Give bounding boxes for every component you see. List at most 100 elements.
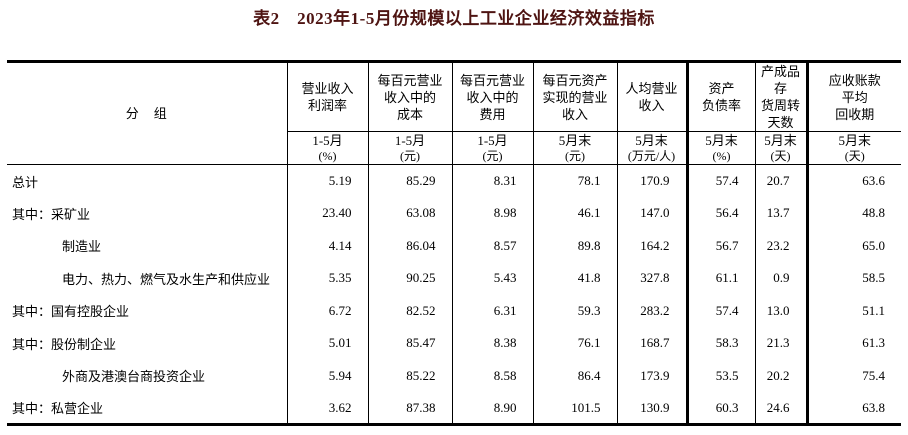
period-label: 1-5月 (394, 133, 426, 148)
cell-value: 75.4 (805, 359, 901, 392)
column-header: 产成品存 货周转 天数 (755, 61, 808, 132)
cell-value: 85.47 (368, 327, 453, 360)
cell-value: 65.0 (805, 229, 901, 262)
period-label: 5月末 (635, 133, 668, 148)
cell-value: 8.98 (452, 197, 534, 230)
row-label: 其中：采矿业 (7, 197, 288, 230)
unit-label: (万元/人) (627, 149, 676, 163)
unit-label: (%) (712, 149, 731, 163)
period-label: 1-5月 (477, 133, 508, 148)
column-subheader: 1-5月 (元) (368, 131, 453, 165)
cell-value: 86.04 (368, 229, 453, 262)
cell-value: 130.9 (617, 392, 688, 425)
cell-value: 60.3 (685, 392, 756, 425)
period-label: 5月末 (558, 133, 592, 148)
column-subheader: 1-5月 (%) (287, 131, 369, 165)
column-subheader: 5月末 (天) (755, 131, 808, 165)
cell-value: 8.38 (452, 327, 534, 360)
cell-value: 59.3 (533, 294, 618, 327)
cell-value: 61.1 (685, 262, 756, 295)
cell-value: 58.5 (805, 262, 901, 295)
column-header: 每百元资产 实现的营业 收入 (533, 61, 618, 132)
cell-value: 101.5 (533, 392, 618, 425)
cell-value: 5.43 (452, 262, 534, 295)
cell-value: 61.3 (805, 327, 901, 360)
cell-value: 5.19 (287, 164, 369, 197)
cell-value: 82.52 (368, 294, 453, 327)
cell-value: 78.1 (533, 164, 618, 197)
cell-value: 46.1 (533, 197, 618, 230)
column-header: 应收账款 平均 回收期 (805, 61, 901, 132)
row-label: 总计 (7, 164, 288, 197)
row-label: 制造业 (7, 229, 288, 262)
column-subheader: 5月末 (元) (533, 131, 618, 165)
table-row: 总计 5.19 85.29 8.31 78.1 170.9 57.4 20.7 63.6 (7, 164, 901, 197)
cell-value: 20.7 (755, 164, 808, 197)
column-header: 营业收入 利润率 (287, 61, 369, 132)
cell-value: 63.8 (805, 392, 901, 425)
period-label: 5月末 (838, 133, 871, 148)
cell-value: 173.9 (617, 359, 688, 392)
cell-value: 8.58 (452, 359, 534, 392)
row-label: 电力、热力、燃气及水生产和供应业 (7, 262, 288, 295)
indicators-table: 分 组营业收入 利润率 每百元营业 收入中的 成本 每百元营业 收入中的 费用 每百元资产 实现的… (7, 60, 901, 426)
cell-value: 76.1 (533, 327, 618, 360)
table-row: 外商及港澳台商投资企业 5.94 85.22 8.58 86.4 173.9 53.5 20.… (7, 359, 901, 392)
row-label: 其中：私营企业 (7, 392, 288, 425)
cell-value: 63.6 (805, 164, 901, 197)
table-title: 表2 2023年1-5月份规模以上工业企业经济效益指标 (253, 9, 655, 28)
cell-value: 63.08 (368, 197, 453, 230)
table-row: 其中：采矿业 23.40 63.08 8.98 46.1 147.0 56.4 13.7 48.… (7, 197, 901, 230)
cell-value: 57.4 (685, 294, 756, 327)
cell-value: 3.62 (287, 392, 369, 425)
column-header-group: 分 组 (7, 61, 288, 165)
table-row: 其中：股份制企业 5.01 85.47 8.38 76.1 168.7 58.3 21.3 61… (7, 327, 901, 360)
cell-value: 23.2 (755, 229, 808, 262)
period-label: 5月末 (764, 133, 797, 148)
cell-value: 56.4 (685, 197, 756, 230)
cell-value: 13.7 (755, 197, 808, 230)
period-label: 1-5月 (312, 133, 343, 148)
column-header: 资产 负债率 (685, 61, 756, 132)
header-row-names: 分 组营业收入 利润率 每百元营业 收入中的 成本 每百元营业 收入中的 费用 每百元资产 实现的… (7, 61, 901, 165)
cell-value: 327.8 (617, 262, 688, 295)
cell-value: 21.3 (755, 327, 808, 360)
cell-value: 8.90 (452, 392, 534, 425)
cell-value: 5.94 (287, 359, 369, 392)
row-label: 其中：国有控股企业 (7, 294, 288, 327)
cell-value: 6.31 (452, 294, 534, 327)
unit-label: (天) (844, 149, 865, 163)
cell-value: 85.22 (368, 359, 453, 392)
cell-value: 5.35 (287, 262, 369, 295)
table-row: 电力、热力、燃气及水生产和供应业 5.35 90.25 5.43 41.8 327.8 61… (7, 262, 901, 295)
cell-value: 56.7 (685, 229, 756, 262)
cell-value: 5.01 (287, 327, 369, 360)
cell-value: 57.4 (685, 164, 756, 197)
column-subheader: 5月末 (%) (685, 131, 756, 165)
column-subheader: 5月末 (天) (805, 131, 901, 165)
table-row: 其中：私营企业 3.62 87.38 8.90 101.5 130.9 60.3 24.6 63… (7, 392, 901, 425)
column-subheader: 5月末 (万元/人) (617, 131, 688, 165)
row-label: 外商及港澳台商投资企业 (7, 359, 288, 392)
table-row: 其中：国有控股企业 6.72 82.52 6.31 59.3 283.2 57.4 13.0 5… (7, 294, 901, 327)
cell-value: 0.9 (755, 262, 808, 295)
unit-label: (元) (400, 149, 420, 163)
column-header: 每百元营业 收入中的 成本 (368, 61, 453, 132)
cell-value: 48.8 (805, 197, 901, 230)
cell-value: 23.40 (287, 197, 369, 230)
cell-value: 168.7 (617, 327, 688, 360)
cell-value: 170.9 (617, 164, 688, 197)
cell-value: 164.2 (617, 229, 688, 262)
cell-value: 8.31 (452, 164, 534, 197)
table-body: 总计 5.19 85.29 8.31 78.1 170.9 57.4 20.7 63.6 其中：采… (7, 164, 901, 425)
cell-value: 85.29 (368, 164, 453, 197)
cell-value: 89.8 (533, 229, 618, 262)
table-header: 分 组营业收入 利润率 每百元营业 收入中的 成本 每百元营业 收入中的 费用 每百元资产 实现的… (7, 61, 901, 165)
cell-value: 8.57 (452, 229, 534, 262)
unit-label: (元) (482, 149, 503, 163)
column-header: 人均营业 收入 (617, 61, 688, 132)
cell-value: 90.25 (368, 262, 453, 295)
cell-value: 53.5 (685, 359, 756, 392)
cell-value: 6.72 (287, 294, 369, 327)
